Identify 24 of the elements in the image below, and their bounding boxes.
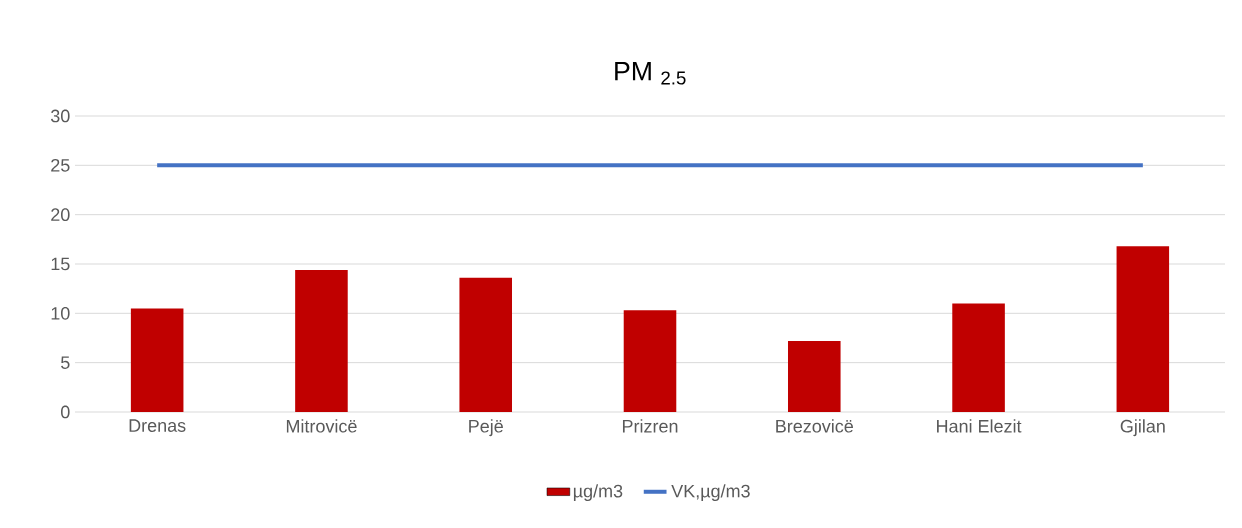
x-tick-label: Brezovicë (776, 419, 853, 433)
bar (295, 269, 348, 412)
x-tick-label: Mitrovicë (286, 419, 357, 433)
x-tick-label: Hani Elezit (937, 419, 1022, 433)
chart-title: PM $_{2.5}$ (615, 61, 686, 85)
legend-label: µg/m3 (573, 484, 623, 502)
y-tick-label: 15 (51, 257, 70, 271)
bar (1116, 246, 1170, 412)
bar (952, 303, 1005, 412)
x-tick-label: Pejë (469, 419, 503, 437)
y-tick-label: 30 (50, 109, 70, 123)
x-tick-label: Drenas (129, 419, 186, 432)
legend-label: VK,µg/m3 (671, 484, 750, 502)
bar (788, 340, 841, 412)
y-tick-label: 0 (61, 405, 70, 419)
bar (459, 277, 512, 412)
bar (623, 310, 677, 412)
bar (130, 308, 184, 412)
y-tick-label: 10 (51, 306, 70, 320)
x-tick-label: Gjilan (1120, 419, 1165, 437)
x-tick-label: Prizren (622, 419, 678, 433)
y-tick-label: 20 (51, 208, 70, 222)
y-tick-label: 5 (61, 356, 70, 369)
y-tick-label: 25 (51, 158, 70, 172)
